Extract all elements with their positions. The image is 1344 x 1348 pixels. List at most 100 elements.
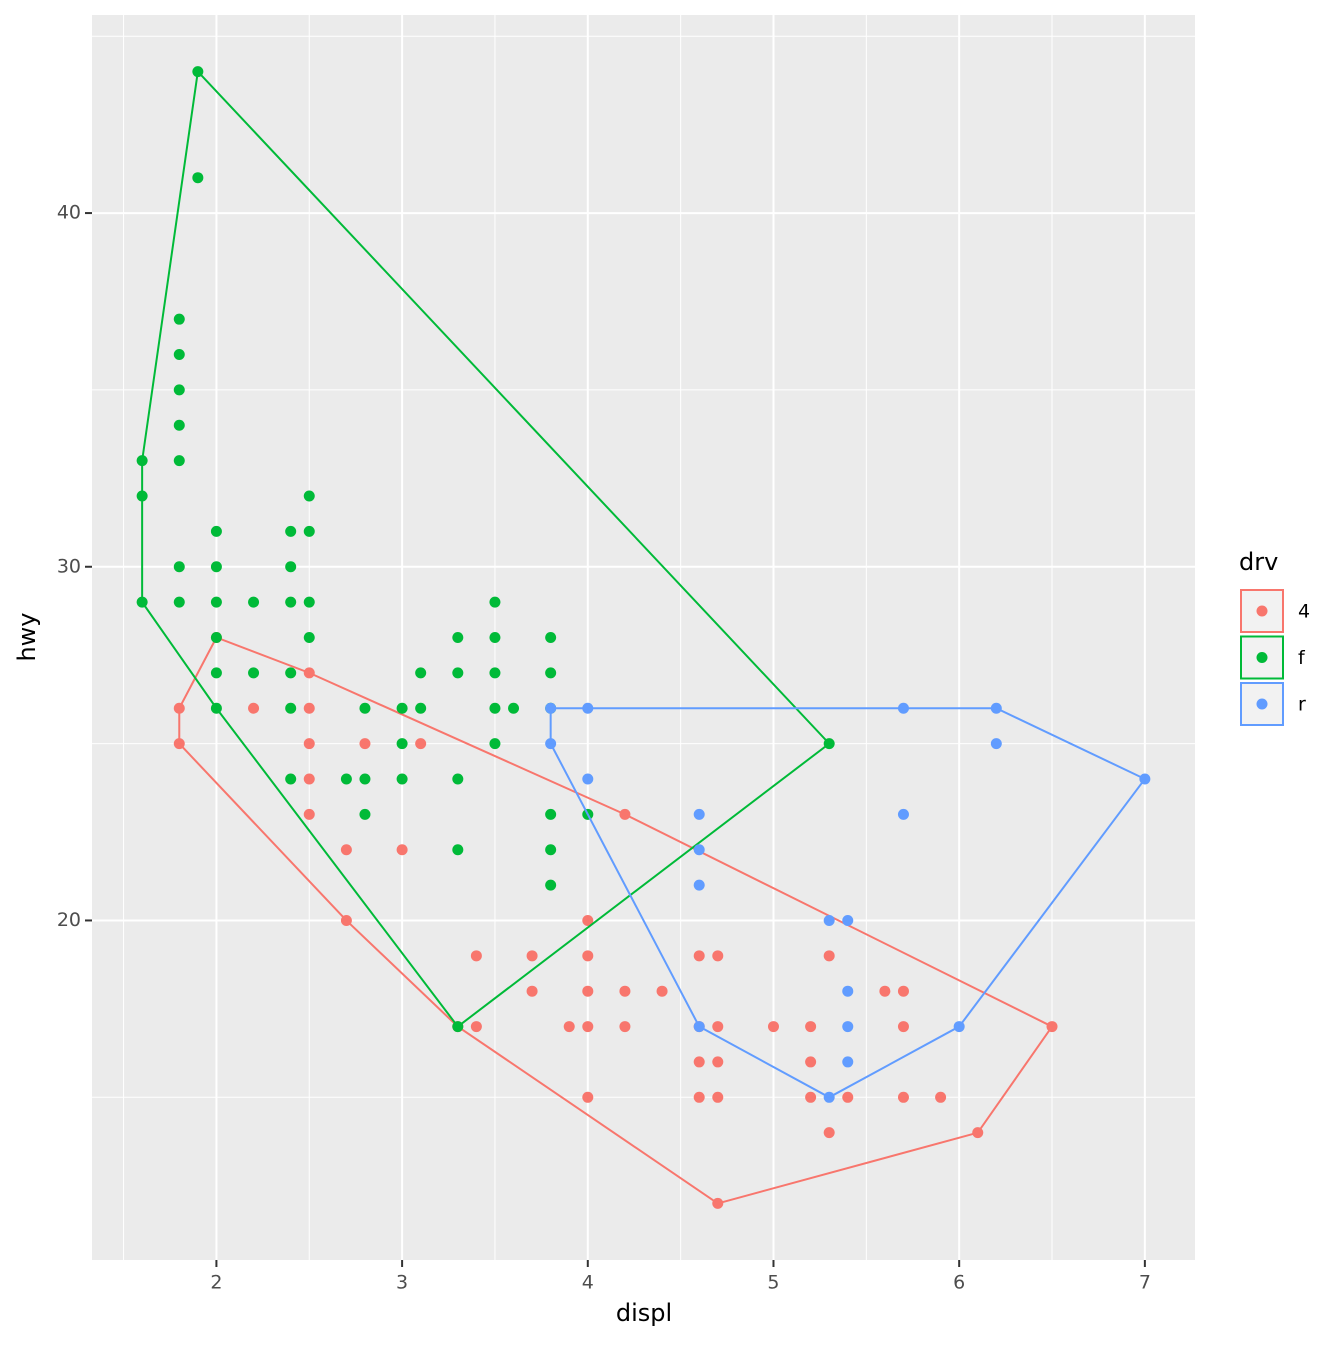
point [489, 738, 501, 750]
point [359, 738, 371, 750]
point [842, 985, 854, 997]
point [359, 773, 371, 785]
point [582, 985, 594, 997]
legend-swatch [1256, 652, 1268, 663]
point [285, 525, 297, 537]
point [470, 950, 482, 962]
legend-label: r [1298, 694, 1306, 716]
point [248, 667, 260, 679]
point [935, 1091, 947, 1103]
point [897, 808, 909, 820]
point [452, 844, 464, 856]
point [415, 702, 427, 714]
point [545, 844, 557, 856]
point [396, 844, 408, 856]
point [526, 985, 538, 997]
point [396, 702, 408, 714]
point [303, 525, 315, 537]
point [285, 702, 297, 714]
point [545, 667, 557, 679]
point [192, 172, 204, 184]
y-axis-title: hwy [13, 612, 41, 661]
point [285, 773, 297, 785]
point [897, 985, 909, 997]
point [805, 1056, 817, 1068]
point [656, 985, 668, 997]
point [285, 596, 297, 608]
point [582, 950, 594, 962]
point [712, 950, 724, 962]
point [842, 1056, 854, 1068]
point [842, 1091, 854, 1103]
point [508, 702, 520, 714]
legend-swatch [1256, 605, 1268, 617]
point [712, 1056, 724, 1068]
point [767, 1021, 779, 1033]
point [173, 596, 185, 608]
point [210, 667, 222, 679]
point [489, 632, 501, 643]
point [489, 702, 501, 714]
point [842, 914, 854, 926]
point [693, 879, 705, 891]
legend-swatch [1256, 698, 1268, 710]
point [303, 490, 315, 502]
hull [549, 707, 1147, 1099]
point [173, 349, 185, 361]
x-tick-label: 5 [767, 1272, 779, 1294]
point [619, 1021, 631, 1033]
point [619, 985, 631, 997]
point [210, 561, 222, 573]
point [248, 596, 260, 608]
point [582, 1091, 594, 1103]
point [173, 384, 185, 396]
point [285, 561, 297, 573]
legend-label: 4 [1298, 601, 1310, 623]
point [452, 667, 464, 679]
point [210, 632, 222, 643]
point [805, 1091, 817, 1103]
point [712, 1021, 724, 1033]
y-tick-label: 40 [57, 202, 81, 224]
point [693, 844, 705, 856]
point [415, 738, 427, 750]
point [303, 808, 315, 820]
point [470, 1021, 482, 1033]
legend-label: f [1298, 647, 1306, 669]
point [693, 950, 705, 962]
legend-title: drv [1239, 548, 1278, 576]
point [173, 419, 185, 431]
point [489, 596, 501, 608]
point [173, 313, 185, 325]
point [897, 1091, 909, 1103]
point [545, 808, 557, 820]
y-tick-label: 20 [57, 909, 81, 931]
point [582, 773, 594, 785]
point [693, 1091, 705, 1103]
point [545, 879, 557, 891]
x-tick-label: 3 [396, 1272, 408, 1294]
point [396, 738, 408, 750]
point [173, 561, 185, 573]
y-tick-label: 30 [57, 555, 81, 577]
point [359, 808, 371, 820]
point [285, 667, 297, 679]
point [173, 455, 185, 467]
point [303, 632, 315, 643]
point [582, 914, 594, 926]
point [359, 702, 371, 714]
hull [178, 636, 1054, 1205]
point [303, 773, 315, 785]
point [545, 632, 557, 643]
x-tick-label: 6 [953, 1272, 965, 1294]
point [210, 596, 222, 608]
x-axis-title: displ [616, 1299, 672, 1327]
point [396, 773, 408, 785]
point [897, 1021, 909, 1033]
point [823, 914, 835, 926]
x-tick-label: 4 [582, 1272, 594, 1294]
point [990, 738, 1002, 750]
point [303, 738, 315, 750]
x-tick-label: 7 [1139, 1272, 1151, 1294]
point [452, 632, 464, 643]
